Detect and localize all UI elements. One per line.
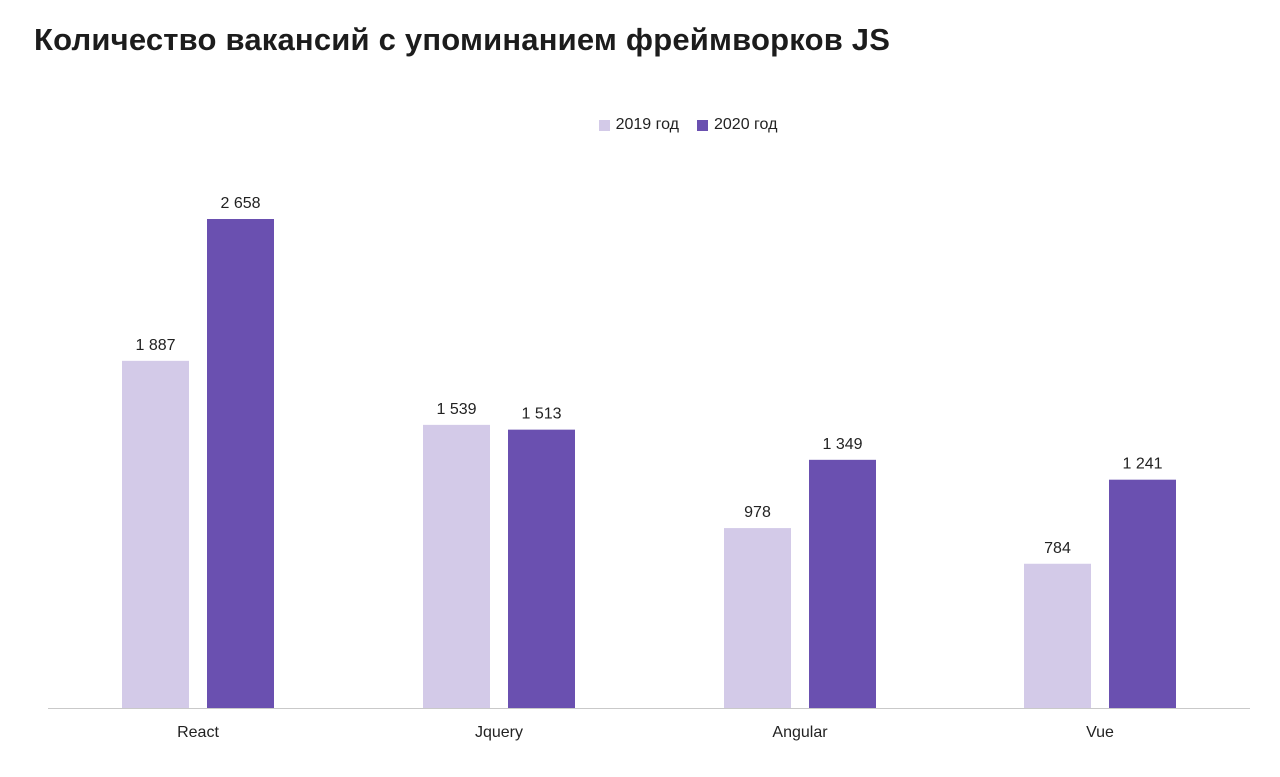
x-tick-react: React <box>177 724 219 741</box>
x-tick-angular: Angular <box>772 724 828 741</box>
bar-react-2019 <box>122 360 189 708</box>
bar-vue-2020 <box>1109 479 1176 708</box>
data-label-vue-2019: 784 <box>1044 540 1071 557</box>
data-label-vue-2020: 1 241 <box>1122 456 1162 473</box>
data-label-react-2020: 2 658 <box>220 195 260 212</box>
data-label-angular-2020: 1 349 <box>822 436 862 453</box>
chart-title: Количество вакансий с упоминанием фреймв… <box>34 22 891 57</box>
legend-swatch-2020 <box>697 119 708 131</box>
bar-angular-2019 <box>724 528 791 708</box>
bar-jquery-2020 <box>508 429 575 708</box>
data-label-react-2019: 1 887 <box>135 337 175 354</box>
legend-item-2019: 2019 год <box>503 116 679 134</box>
legend-label-2020: 2020 год <box>714 116 778 133</box>
data-label-jquery-2020: 1 513 <box>521 406 561 423</box>
data-label-angular-2019: 978 <box>744 504 771 521</box>
legend-label-2019: 2019 год <box>615 116 679 133</box>
chart-legend: 2019 год 2020 год <box>0 116 1280 134</box>
bar-angular-2020 <box>809 459 876 708</box>
data-label-jquery-2019: 1 539 <box>436 401 476 418</box>
x-tick-jquery: Jquery <box>475 724 523 741</box>
legend-swatch-2019 <box>598 119 610 131</box>
bar-react-2020 <box>207 219 274 708</box>
bar-vue-2019 <box>1024 563 1091 708</box>
x-tick-vue: Vue <box>1086 724 1114 741</box>
legend-item-2020: 2020 год <box>697 116 777 134</box>
bar-jquery-2019 <box>423 424 490 708</box>
